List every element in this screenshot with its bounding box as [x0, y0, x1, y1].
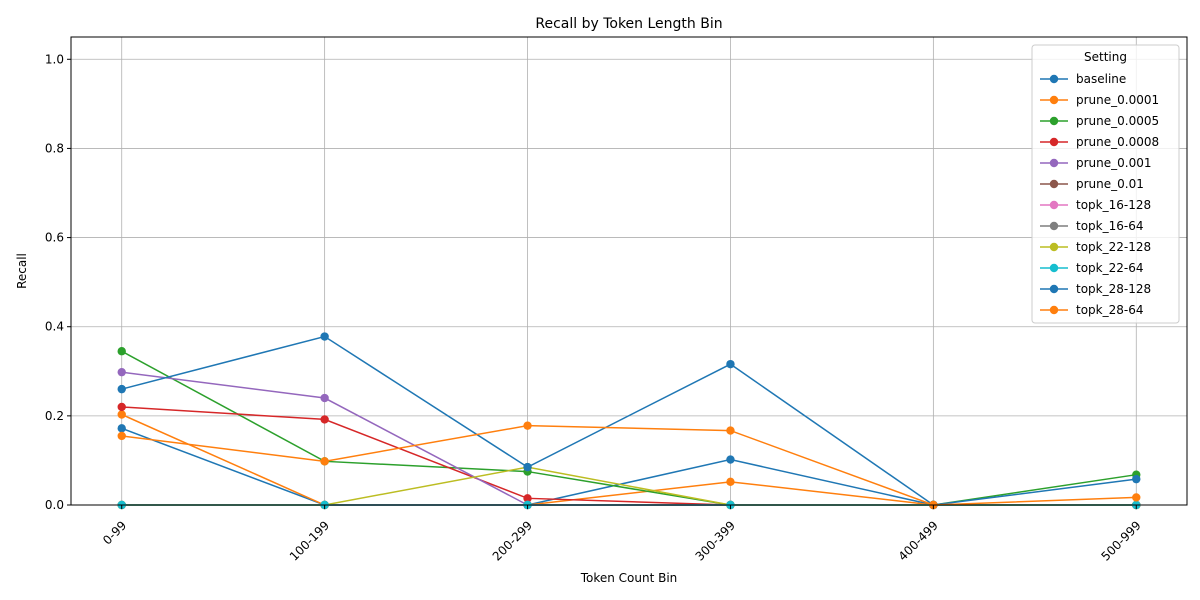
legend-item: prune_0.0005: [1040, 114, 1159, 128]
y-tick-label: 1.0: [45, 52, 64, 66]
data-point: [523, 421, 532, 430]
legend-item: topk_28-64: [1040, 303, 1143, 317]
legend-marker: [1049, 137, 1059, 147]
data-point: [320, 332, 329, 341]
legend-marker: [1049, 158, 1059, 168]
data-point: [1132, 493, 1141, 502]
legend-marker: [1049, 221, 1059, 231]
data-point: [320, 415, 329, 424]
data-point: [726, 455, 735, 464]
legend-marker: [1049, 179, 1059, 189]
legend-label: topk_28-64: [1076, 303, 1143, 317]
legend-item: topk_22-64: [1040, 261, 1143, 275]
legend-box: [1031, 44, 1180, 324]
x-axis-label: Token Count Bin: [580, 571, 678, 585]
legend-item: prune_0.01: [1040, 177, 1144, 191]
series-line: [121, 335, 1137, 506]
legend-title: Setting: [1084, 50, 1127, 64]
y-tick-label: 0.2: [45, 409, 64, 423]
legend-label: prune_0.0008: [1076, 135, 1159, 149]
y-tick-label: 0.4: [45, 320, 64, 334]
legend-marker: [1049, 200, 1059, 210]
legend-item: prune_0.0008: [1040, 135, 1159, 149]
data-point: [523, 494, 532, 503]
data-point: [117, 347, 126, 356]
legend-marker: [1049, 95, 1059, 105]
y-tick-label: 0.6: [45, 231, 64, 245]
legend-label: topk_16-128: [1076, 198, 1151, 212]
data-point: [320, 393, 329, 403]
legend-item: topk_16-128: [1040, 198, 1151, 212]
y-axis-label: Recall: [15, 253, 29, 289]
plot-frame: [70, 36, 1188, 506]
legend-item: prune_0.001: [1040, 156, 1152, 170]
legend-label: baseline: [1076, 72, 1126, 86]
legend-marker: [1049, 116, 1059, 126]
y-tick-label: 0.0: [45, 498, 64, 512]
legend-item: baseline: [1040, 72, 1126, 86]
data-point: [117, 410, 126, 419]
data-point: [726, 477, 735, 487]
legend-label: topk_28-128: [1076, 282, 1151, 296]
data-point: [117, 367, 126, 377]
legend-marker: [1049, 74, 1059, 84]
data-point: [320, 457, 329, 466]
y-tick-label: 0.8: [45, 141, 64, 155]
data-point: [117, 402, 126, 412]
legend-label: topk_22-128: [1076, 240, 1151, 254]
legend-marker: [1049, 305, 1059, 315]
data-point: [726, 359, 735, 369]
data-point: [117, 431, 126, 441]
series-topk_28-128: [117, 332, 1141, 510]
legend-label: prune_0.01: [1076, 177, 1144, 191]
legend-item: topk_28-128: [1040, 282, 1151, 296]
series-line: [121, 424, 1137, 506]
legend-item: topk_16-64: [1040, 219, 1143, 233]
data-point: [523, 462, 532, 472]
data-point: [117, 424, 126, 433]
legend-label: prune_0.001: [1076, 156, 1152, 170]
legend-item: topk_22-128: [1040, 240, 1151, 254]
legend-label: prune_0.0005: [1076, 114, 1159, 128]
legend-item: prune_0.0001: [1040, 93, 1159, 107]
legend-label: topk_16-64: [1076, 219, 1143, 233]
data-point: [726, 426, 735, 435]
legend: Setting baseline prune_0.0001 prune_0.0005…: [1031, 44, 1180, 324]
legend-marker: [1049, 284, 1059, 294]
legend-label: prune_0.0001: [1076, 93, 1159, 107]
data-point: [117, 384, 126, 394]
legend-label: topk_22-64: [1076, 261, 1143, 275]
legend-marker: [1049, 263, 1059, 273]
legend-marker: [1049, 242, 1059, 252]
chart-title: Recall by Token Length Bin: [535, 16, 722, 32]
data-point: [1132, 474, 1141, 484]
